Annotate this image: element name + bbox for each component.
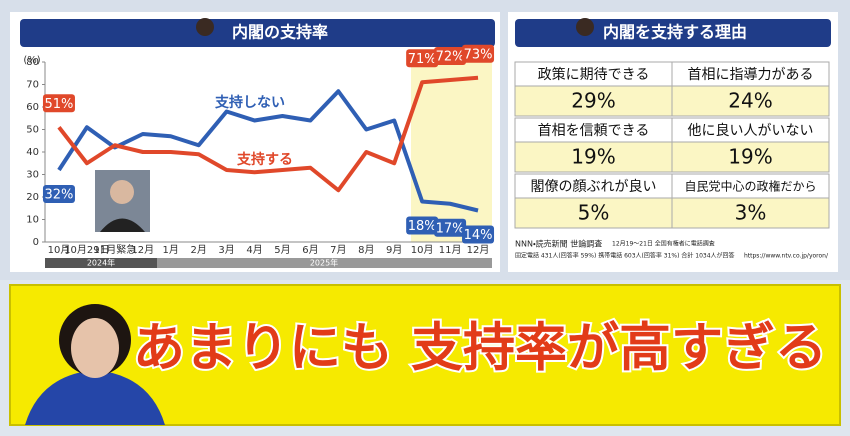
reason-label: 閣僚の顔ぶれが良い <box>531 179 657 195</box>
label-box <box>406 49 439 68</box>
banner-text: あまりにも 支持率が高すぎる <box>133 318 827 379</box>
banner-border <box>9 284 841 426</box>
series-line <box>57 89 479 213</box>
x-tick-label: 10月 <box>48 244 71 256</box>
reason-label: 自民党中心の政権だから <box>684 179 816 194</box>
icon <box>196 18 214 36</box>
y-tick-label: 50 <box>26 125 39 136</box>
reason-value: 24% <box>728 89 772 113</box>
y-tick-label: 70 <box>26 80 39 91</box>
label-box <box>42 185 75 203</box>
reason-value-cell <box>671 141 830 173</box>
series-name: 支持する <box>236 151 293 168</box>
x-tick-label: 10月 <box>411 244 434 256</box>
x-tick-label: 7月 <box>330 244 346 256</box>
sample: 固定電話 431人(回答率 59%) 携帯電話 603人(回答率 31%) 合計… <box>515 252 735 260</box>
data-label: 18% <box>408 219 437 234</box>
x-tick-label: 8月 <box>358 244 374 256</box>
reason-value-cell <box>514 197 673 229</box>
presenter-body <box>25 370 165 425</box>
portrait-suit <box>100 218 145 232</box>
reason-cell <box>514 117 673 143</box>
reason-value: 5% <box>578 201 610 225</box>
icon <box>576 18 594 36</box>
series-name: 支持しない <box>214 94 285 111</box>
survey-dates: 12月19～21日 全国有権者に電話調査 <box>612 240 715 248</box>
title-bar <box>20 19 495 47</box>
reason-cell <box>514 61 673 87</box>
x-tick-label: 12月 <box>467 244 490 256</box>
x-tick-label: 4月 <box>246 244 262 256</box>
reason-value-cell <box>514 141 673 173</box>
label-box <box>434 47 467 65</box>
source: NNN・読売新聞 世論調査 <box>515 239 602 249</box>
y-tick-label: 30 <box>26 170 39 181</box>
highlight <box>411 62 492 242</box>
x-tick-label: 12月 <box>131 244 154 256</box>
series-line <box>57 75 479 193</box>
reason-value-cell <box>671 85 830 117</box>
reason-cell <box>671 117 830 143</box>
x-tick-label: 10月29日 <box>64 244 109 256</box>
reason-value-cell <box>671 197 830 229</box>
label-box <box>434 218 467 237</box>
y-axis-label: (%) <box>23 55 40 66</box>
label-box <box>42 94 75 113</box>
data-label: 17% <box>436 221 465 236</box>
presenter-face <box>71 318 119 378</box>
label-box <box>406 216 439 235</box>
data-label: 72% <box>436 50 465 65</box>
source-url: https://www.ntv.co.jp/yoron/ <box>744 253 829 260</box>
x-tick-label: 2月 <box>190 244 206 256</box>
year-label: 2025年 <box>310 258 338 268</box>
reason-value-cell <box>514 85 673 117</box>
y-tick-label: 40 <box>26 147 39 158</box>
portrait-face <box>110 180 134 204</box>
reason-value: 29% <box>571 89 615 113</box>
year-label: 2024年 <box>87 258 115 268</box>
data-label: 71% <box>408 52 437 67</box>
year-bar <box>157 258 492 268</box>
label-box <box>462 44 495 63</box>
y-tick-label: 20 <box>26 192 39 203</box>
x-tick-label: 5月 <box>274 244 290 256</box>
x-tick-label: 11月緊急 <box>93 243 136 256</box>
reason-cell <box>671 61 830 87</box>
reason-value: 3% <box>735 201 767 225</box>
y-tick-label: 80 <box>26 57 39 68</box>
data-label: 73% <box>464 47 493 62</box>
label-box <box>462 225 495 244</box>
y-tick-label: 60 <box>26 102 39 113</box>
data-label: 51% <box>45 97 74 112</box>
reason-label: 首相を信頼できる <box>538 123 650 139</box>
data-label: 32% <box>45 188 74 203</box>
data-label: 14% <box>464 228 493 243</box>
x-tick-label: 1月 <box>163 244 179 256</box>
reason-title: 内閣を支持する理由 <box>603 23 747 42</box>
year-bar <box>45 258 157 268</box>
x-tick-label: 3月 <box>218 244 234 256</box>
reason-label: 他に良い人がいない <box>688 123 814 139</box>
x-tick-label: 9月 <box>386 244 402 256</box>
reason-cell <box>671 173 830 199</box>
title-bar <box>515 19 831 47</box>
y-tick-label: 0 <box>33 237 39 248</box>
x-tick-label: 11月 <box>439 244 462 256</box>
reason-value: 19% <box>571 145 615 169</box>
reason-cell <box>514 173 673 199</box>
y-tick-label: 10 <box>26 215 39 226</box>
reason-label: 政策に期待できる <box>538 66 650 83</box>
reason-value: 19% <box>728 145 772 169</box>
x-tick-label: 6月 <box>302 244 318 256</box>
reason-label: 首相に指導力がある <box>688 67 814 83</box>
chart-title: 内閣の支持率 <box>232 23 328 42</box>
